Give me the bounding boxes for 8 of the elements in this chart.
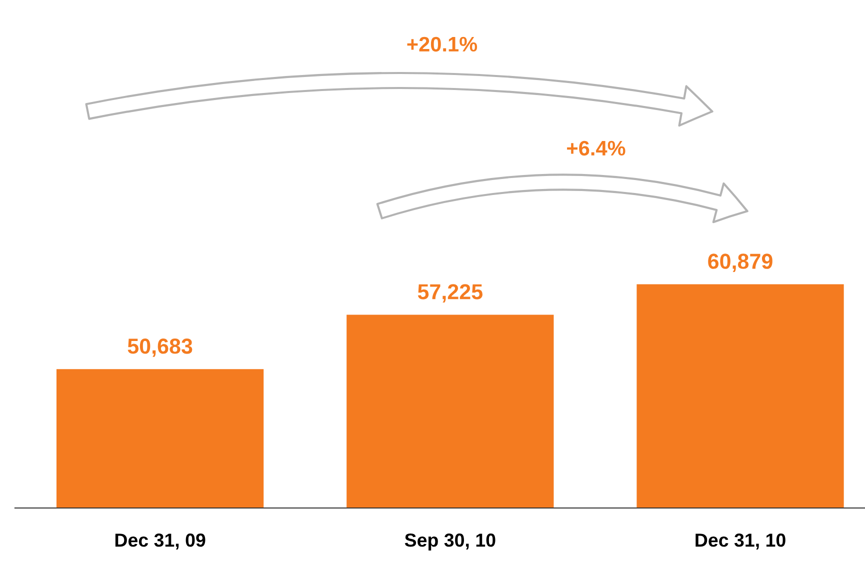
x-tick-label: Dec 31, 09 — [115, 533, 206, 550]
x-tick-label: Sep 30, 10 — [404, 533, 496, 550]
x-tick-label: Dec 31, 10 — [696, 533, 786, 550]
text: +20.1% — [407, 36, 478, 52]
data-label: 50,683 — [128, 338, 192, 357]
text: +6.4% — [567, 140, 626, 156]
data-label: 60,879 — [708, 254, 772, 272]
data-label: 57,225 — [418, 284, 482, 302]
